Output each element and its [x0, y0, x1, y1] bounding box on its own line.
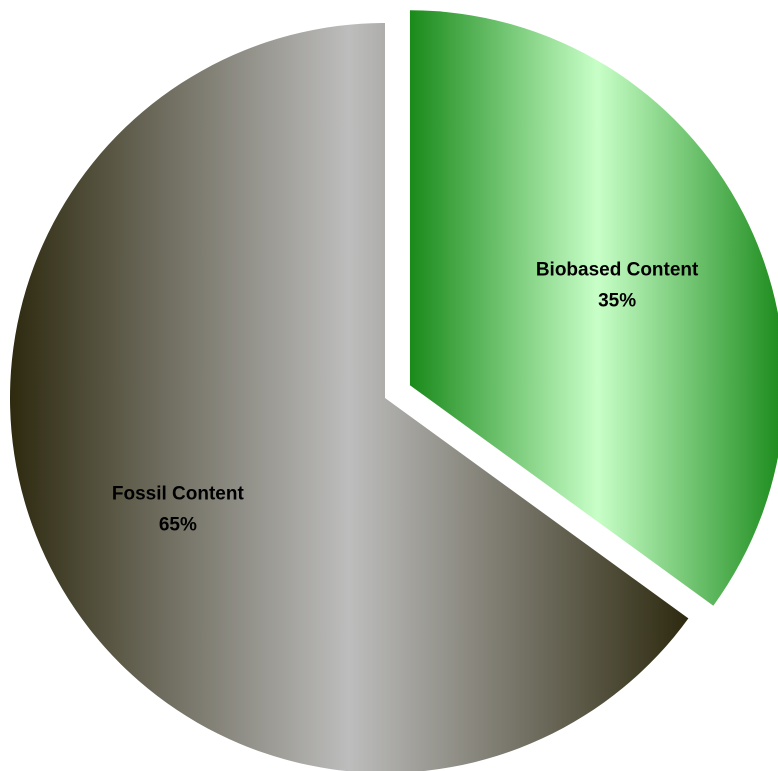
- labels-layer: Biobased Content 35% Fossil Content 65%: [112, 260, 699, 536]
- slice-label-fossil-content: Fossil Content 65%: [112, 484, 245, 536]
- pie-slice-fossil-content: [10, 23, 689, 771]
- slice-label-biobased-content: Biobased Content 35%: [536, 260, 699, 312]
- slices-layer: [10, 10, 778, 771]
- slice-category-label: Biobased Content: [536, 260, 699, 281]
- slice-category-label: Fossil Content: [112, 484, 245, 505]
- slice-value-label: 35%: [598, 291, 636, 312]
- pie-slice-biobased-content: [409, 10, 778, 606]
- slice-value-label: 65%: [159, 515, 197, 536]
